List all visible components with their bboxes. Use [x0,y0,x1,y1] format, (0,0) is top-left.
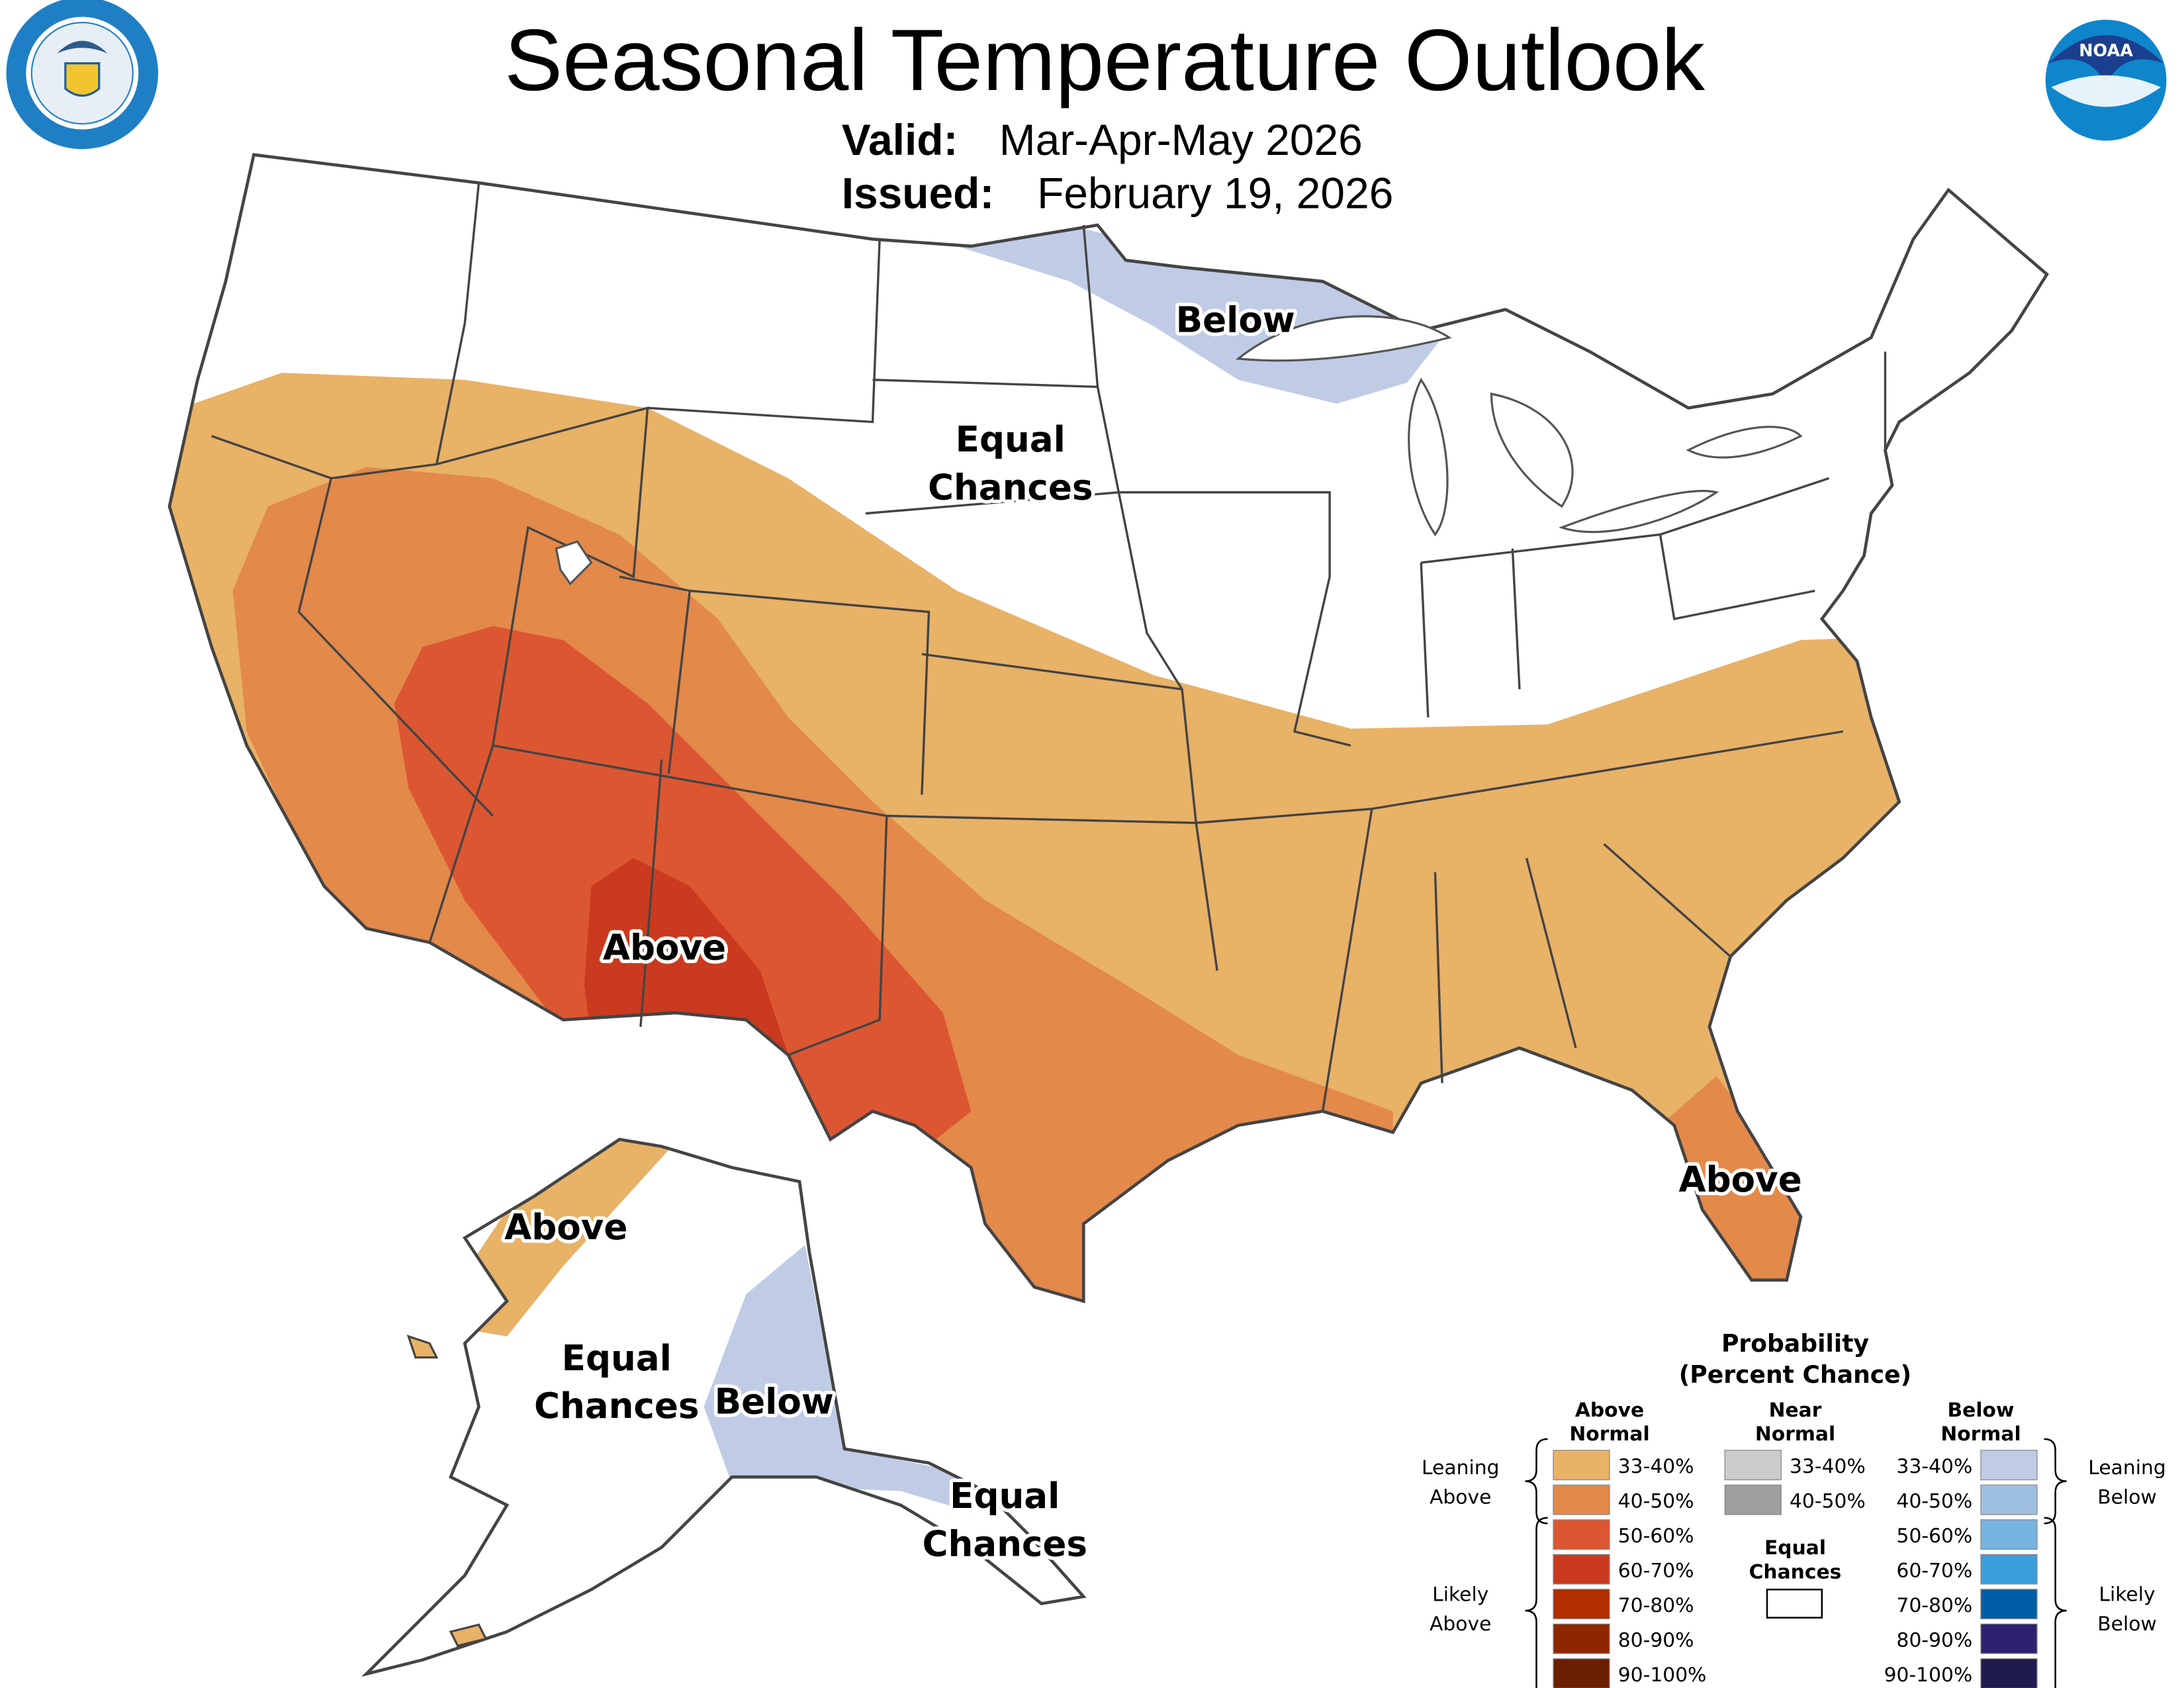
legend-swatch-above-1 [1553,1484,1610,1515]
legend-near-header-2: Normal [1755,1423,1835,1446]
legend-swatch-above-5 [1553,1623,1610,1654]
great-lakes [555,315,1803,586]
legend-likely-above-2: Above [1430,1613,1491,1636]
legend-label-above-5: 80-90% [1618,1628,1694,1652]
legend-label-above-3: 60-70% [1618,1559,1694,1582]
legend-leaning-below-1: Leaning [2088,1456,2165,1479]
label-conus-ec-1: Equal [956,419,1066,460]
legend-equal-chances-swatch [1766,1588,1823,1619]
legend-label-below-1: 40-50% [1897,1489,1973,1513]
legend-swatch-below-2 [1980,1519,2038,1550]
valid-label: Valid: [842,115,958,164]
alaska-map [367,1133,1084,1674]
valid-value: Mar-Apr-May 2026 [999,115,1363,164]
label-ak-below: Below [715,1382,834,1423]
state-borders [211,183,1887,1112]
label-ak-se-ec-2: Chances [922,1523,1087,1564]
legend-swatch-below-6 [1980,1658,2038,1688]
legend-swatch-below-3 [1980,1554,2038,1585]
label-conus-ec-2: Chances [928,467,1093,508]
label-conus-above-sw: Above [603,927,726,968]
legend-subtitle: (Percent Chance) [1679,1360,1911,1389]
legend-label-near-1: 40-50% [1790,1489,1866,1513]
legend-leaning-below-2: Below [2097,1486,2157,1509]
legend-label-near-0: 33-40% [1790,1455,1866,1478]
legend-label-below-3: 60-70% [1897,1559,1973,1582]
map-labels: Below Equal Chances Above Above Above Eq… [501,296,1805,1568]
legend-leaning-above-2: Above [1430,1486,1491,1509]
legend-swatch-below-0 [1980,1450,2038,1481]
legend-braces [1525,1438,2067,1688]
label-ak-ec-1: Equal [562,1338,672,1379]
label-ak-se-ec-1: Equal [950,1476,1060,1517]
legend-below-header-1: Below [1948,1399,2015,1422]
noaa-logo: NOAA [2045,19,2167,141]
legend-near-header-1: Near [1769,1399,1822,1422]
legend-swatch-above-6 [1553,1658,1610,1688]
conus-map [142,155,2047,1407]
label-ak-above: Above [504,1207,627,1248]
legend-swatch-near-0 [1724,1450,1782,1481]
legend: Probability (Percent Chance) Above Norma… [1422,1329,2166,1688]
legend-title: Probability [1721,1329,1869,1358]
legend-label-below-5: 80-90% [1897,1628,1973,1652]
legend-equal-chances-1: Equal [1764,1536,1826,1560]
region-above-40-50-florida [1660,1076,1829,1301]
legend-label-below-2: 50-60% [1897,1524,1973,1548]
noaa-logo-text: NOAA [2079,41,2133,61]
legend-label-below-6: 90-100% [1884,1664,1973,1687]
legend-likely-below-1: Likely [2099,1583,2155,1606]
legend-likely-below-2: Below [2097,1613,2157,1636]
legend-above-header-1: Above [1575,1399,1644,1422]
legend-label-above-6: 90-100% [1618,1664,1707,1687]
legend-label-above-2: 50-60% [1618,1524,1694,1548]
legend-label-above-4: 70-80% [1618,1594,1694,1617]
legend-swatch-below-1 [1980,1484,2038,1515]
legend-label-above-0: 33-40% [1618,1455,1694,1478]
legend-swatch-above-3 [1553,1554,1610,1585]
legend-label-below-0: 33-40% [1897,1455,1973,1478]
legend-swatch-above-4 [1553,1589,1610,1620]
legend-leaning-above-1: Leaning [1422,1456,1499,1479]
ak-region-below-33-40 [704,1244,985,1513]
legend-likely-above-1: Likely [1432,1583,1488,1606]
legend-swatch-below-5 [1980,1623,2038,1654]
legend-swatch-above-2 [1553,1519,1610,1550]
legend-above-header-2: Normal [1569,1423,1649,1446]
label-conus-below: Below [1176,300,1295,341]
legend-swatches: 33-40% 40-50% 50-60% 60-70% 70-80% 80-90% 90-1… [1553,1450,2038,1688]
issued-value: February 19, 2026 [1037,169,1393,218]
label-ak-ec-2: Chances [534,1385,700,1427]
legend-label-above-1: 40-50% [1618,1489,1694,1513]
issued-label: Issued: [842,169,995,218]
page-title: Seasonal Temperature Outlook [504,11,1706,109]
legend-below-header-2: Normal [1940,1423,2021,1446]
label-conus-above-fl: Above [1679,1159,1802,1200]
legend-swatch-above-0 [1553,1450,1610,1481]
legend-label-below-4: 70-80% [1897,1594,1973,1617]
commerce-seal-logo [6,0,158,150]
ak-region-above-33-40 [451,1139,676,1336]
legend-swatch-below-4 [1980,1589,2038,1620]
legend-swatch-near-1 [1724,1484,1782,1515]
legend-equal-chances-2: Chances [1749,1560,1842,1583]
